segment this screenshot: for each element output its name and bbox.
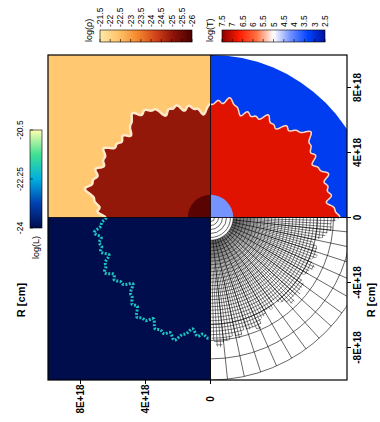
colorbar-tick-label: -22 xyxy=(105,14,115,27)
y-tick xyxy=(347,152,351,153)
plot-area xyxy=(48,55,347,380)
colorbar-tick xyxy=(252,39,253,42)
colorbar-tick-label: 2.5 xyxy=(320,15,330,27)
colorbar-tick-label: 4 xyxy=(289,22,299,27)
colorbar-tick xyxy=(325,39,326,42)
density-ambient xyxy=(48,55,211,218)
colorbar-tick xyxy=(140,39,141,42)
colorbar-tick-label: -24 xyxy=(146,14,156,27)
colorbar-tick-label: -26 xyxy=(187,14,197,27)
y-tick xyxy=(347,282,351,283)
y-tick xyxy=(347,87,351,88)
y-tick-label: 4E+18 xyxy=(352,137,363,167)
colorbar-tick-label: 5 xyxy=(269,22,279,27)
y-tick xyxy=(347,217,351,218)
colorbar xyxy=(100,30,192,42)
y-tick-label: 0 xyxy=(352,214,363,220)
colorbar-tick-label: 4.5 xyxy=(279,15,289,27)
mesh-inner xyxy=(211,218,348,370)
luminosity-ambient xyxy=(48,218,211,381)
quadrant-divider xyxy=(48,217,347,218)
colorbar-tick-label: -24.5 xyxy=(156,7,166,27)
colorbar-tick xyxy=(294,39,295,42)
colorbar-tick xyxy=(304,39,305,42)
x-tick xyxy=(210,380,211,384)
temperature-core xyxy=(211,195,234,218)
colorbar-tick xyxy=(181,39,182,42)
colorbar-tick xyxy=(232,39,233,42)
colorbar-tick-label: -24 xyxy=(15,222,25,235)
colorbar-title: log(L) xyxy=(31,236,41,259)
colorbar-tick-label: -23 xyxy=(126,14,136,27)
mesh-core xyxy=(211,218,231,238)
luminosity-bubble xyxy=(94,218,210,341)
colorbar-tick xyxy=(120,39,121,42)
colorbar-tick-label: 6 xyxy=(248,22,258,27)
colorbar-tick xyxy=(130,39,131,42)
y-tick-label: -8E+18 xyxy=(352,331,363,364)
colorbar-tick xyxy=(110,39,111,42)
figure: 8E+18 4E+18 0 8E+18 4E+18 0 -4E+18 -8E+18 R [cm]… xyxy=(0,0,380,422)
x-tick-label: 4E+18 xyxy=(140,384,151,414)
colorbar-tick-label: -23.5 xyxy=(136,7,146,27)
mesh-outer xyxy=(211,218,348,381)
colorbar-tick xyxy=(263,39,264,42)
luminosity-shell xyxy=(94,218,210,341)
x-tick xyxy=(145,380,146,384)
colorbar-tick-label: 3 xyxy=(310,22,320,27)
y-tick-label: 8E+18 xyxy=(352,72,363,102)
colorbar-tick xyxy=(161,39,162,42)
colorbar-tick-label: 6.5 xyxy=(238,15,248,27)
colorbar-tick-label: 5.5 xyxy=(258,15,268,27)
colorbar-tick-label: -22.25 xyxy=(15,167,25,191)
colorbar-tick-label: -20.5 xyxy=(15,120,25,140)
temperature-shell xyxy=(211,98,340,218)
colorbar-tick-label: 7.5 xyxy=(217,15,227,27)
colorbar-tick-label: 7 xyxy=(227,22,237,27)
colorbar-tick-label: 3.5 xyxy=(299,15,309,27)
x-tick-label: 0 xyxy=(205,396,216,402)
colorbar-title: log(T) xyxy=(205,18,215,42)
colorbar-tick xyxy=(171,39,172,42)
colorbar xyxy=(30,130,42,228)
colorbar xyxy=(222,30,325,42)
colorbar-tick-label: -21.5 xyxy=(95,7,105,27)
y-axis-title: R [cm] xyxy=(365,283,377,318)
colorbar-tick-label: -25.5 xyxy=(177,7,187,27)
colorbar-tick-label: -22.5 xyxy=(115,7,125,27)
colorbar-tick xyxy=(30,179,33,180)
x-axis-title: R [cm] xyxy=(15,283,27,318)
colorbar-tick-label: -25 xyxy=(167,14,177,27)
colorbar-tick xyxy=(100,39,101,42)
colorbar-tick xyxy=(314,39,315,42)
colorbar-tick xyxy=(30,130,33,131)
temperature-bubble xyxy=(211,98,340,218)
colorbar-tick xyxy=(192,39,193,42)
colorbar-tick xyxy=(273,39,274,42)
y-tick-label: -4E+18 xyxy=(352,266,363,299)
density-core xyxy=(188,195,211,218)
x-tick-label: 8E+18 xyxy=(75,384,86,414)
density-shell xyxy=(85,104,211,217)
colorbar-tick xyxy=(30,228,33,229)
y-tick xyxy=(347,347,351,348)
colorbar-tick xyxy=(283,39,284,42)
colorbar-tick xyxy=(222,39,223,42)
colorbar-tick xyxy=(151,39,152,42)
density-bubble xyxy=(85,104,211,217)
temperature-ambient xyxy=(211,55,348,218)
x-tick xyxy=(80,380,81,384)
plot-frame xyxy=(48,55,347,380)
colorbar-title: log(ρ) xyxy=(84,19,94,42)
colorbar-tick xyxy=(242,39,243,42)
